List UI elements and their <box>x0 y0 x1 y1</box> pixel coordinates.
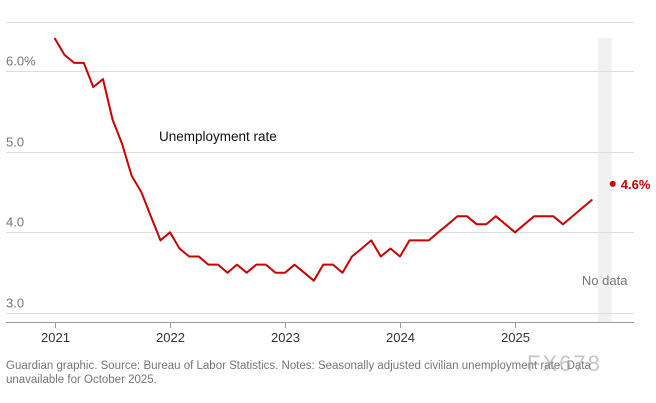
end-value-dot <box>609 180 616 187</box>
x-tick-label: 2021 <box>41 330 70 345</box>
footer-caption: Guardian graphic. Source: Bureau of Labo… <box>6 360 591 386</box>
unemployment-rate-line <box>54 37 593 282</box>
y-tick-label: 3.0 <box>6 296 24 311</box>
series-label: Unemployment rate <box>159 129 277 144</box>
no-data-label: No data <box>582 273 628 288</box>
y-tick-label: 6.0% <box>6 54 36 69</box>
chart: 6.0% 5.0 4.0 3.0 2021 2022 2023 2024 2025 Unemplo… <box>6 22 651 345</box>
watermark: FX678 <box>527 351 602 376</box>
chart-svg: 6.0% 5.0 4.0 3.0 2021 2022 2023 2024 2025 Unemplo… <box>6 22 651 345</box>
y-tick-label: 5.0 <box>6 135 24 150</box>
x-tick-label: 2022 <box>156 330 185 345</box>
end-value-label: 4.6% <box>621 177 651 192</box>
y-tick-label: 4.0 <box>6 215 24 230</box>
x-tick-label: 2024 <box>386 330 415 345</box>
no-data-band <box>597 38 612 322</box>
x-tick-label: 2023 <box>271 330 300 345</box>
chart-footer: Guardian graphic. Source: Bureau of Labo… <box>6 359 646 387</box>
x-tick-label: 2025 <box>501 330 530 345</box>
